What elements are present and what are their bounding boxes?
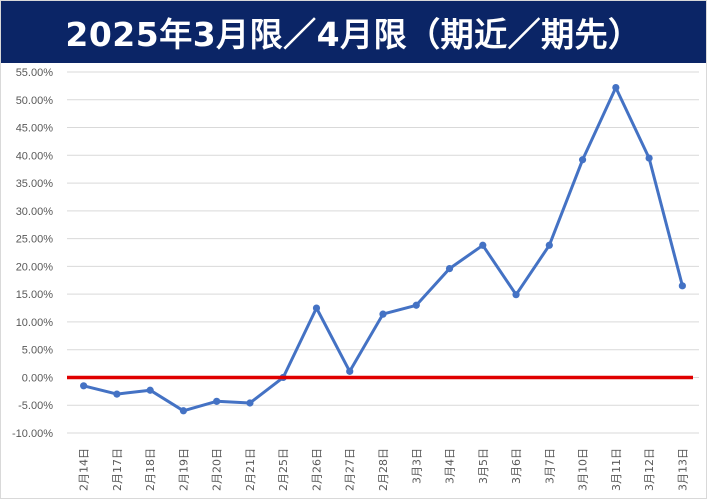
y-tick-label: 30.00% [16, 206, 54, 218]
x-tick-label: 2月19日 [177, 448, 190, 491]
y-tick-label: -5.00% [18, 400, 53, 412]
data-point [379, 310, 387, 318]
x-tick-label: 3月12日 [643, 448, 656, 491]
y-tick-label: 35.00% [16, 178, 54, 190]
data-point [213, 397, 221, 405]
data-point [412, 301, 420, 309]
x-tick-label: 3月5日 [477, 448, 490, 484]
data-point [179, 407, 188, 415]
data-point [113, 390, 121, 398]
y-tick-label: 5.00% [22, 345, 53, 357]
data-point [346, 367, 354, 375]
y-tick-label: 55.00% [16, 67, 54, 79]
data-point [612, 83, 620, 92]
x-tick-label: 3月13日 [676, 448, 689, 491]
y-tick-label: 10.00% [16, 317, 54, 329]
gridlines [67, 71, 699, 434]
y-tick-label: 50.00% [16, 95, 54, 107]
data-point [479, 241, 487, 249]
y-tick-label: 45.00% [16, 123, 54, 135]
x-tick-label: 2月27日 [344, 448, 357, 491]
data-point [678, 282, 686, 290]
x-tick-label: 2月25日 [277, 448, 290, 491]
y-tick-label: -10.00% [12, 428, 53, 440]
y-tick-label: 20.00% [16, 261, 54, 273]
x-tick-label: 2月28日 [377, 448, 390, 491]
title-bar: 2025年3月限／4月限（期近／期先） [1, 1, 706, 63]
y-axis-ticks: -10.00% -5.00% 0.00% 5.00% 10.00% 15.00% 20.00… [12, 67, 53, 440]
data-series [80, 83, 686, 415]
x-tick-label: 2月21日 [244, 448, 257, 491]
x-tick-label: 2月17日 [111, 448, 124, 491]
series-line [83, 86, 684, 413]
data-point [246, 399, 254, 407]
data-point [512, 291, 520, 299]
y-tick-label: 25.00% [16, 234, 54, 246]
x-tick-label: 3月4日 [444, 448, 457, 484]
chart-title: 2025年3月限／4月限（期近／期先） [65, 15, 642, 54]
x-tick-label: 2月26日 [310, 448, 323, 491]
x-tick-label: 3月7日 [543, 448, 556, 484]
x-axis-ticks: 2月14日 2月17日 2月18日 2月19日 2月20日 2月21日 2月25日 2月26日… [78, 448, 690, 491]
x-tick-label: 2月18日 [144, 448, 157, 491]
data-point [645, 154, 653, 162]
x-tick-label: 3月11日 [610, 448, 623, 491]
data-point [80, 382, 88, 390]
data-point [578, 156, 587, 164]
data-point [445, 265, 454, 273]
line-chart: -10.00% -5.00% 0.00% 5.00% 10.00% 15.00% 20.00… [12, 67, 699, 491]
y-tick-label: 0.00% [22, 372, 53, 384]
x-tick-label: 3月3日 [410, 448, 423, 484]
y-tick-label: 15.00% [16, 289, 54, 301]
x-tick-label: 2月20日 [211, 448, 224, 491]
x-tick-label: 3月10日 [577, 448, 590, 491]
data-point [312, 304, 321, 312]
data-point [146, 386, 154, 394]
x-tick-label: 2月14日 [78, 448, 91, 491]
y-tick-label: 40.00% [16, 150, 54, 162]
x-tick-label: 3月6日 [510, 448, 523, 484]
data-point [545, 241, 553, 249]
